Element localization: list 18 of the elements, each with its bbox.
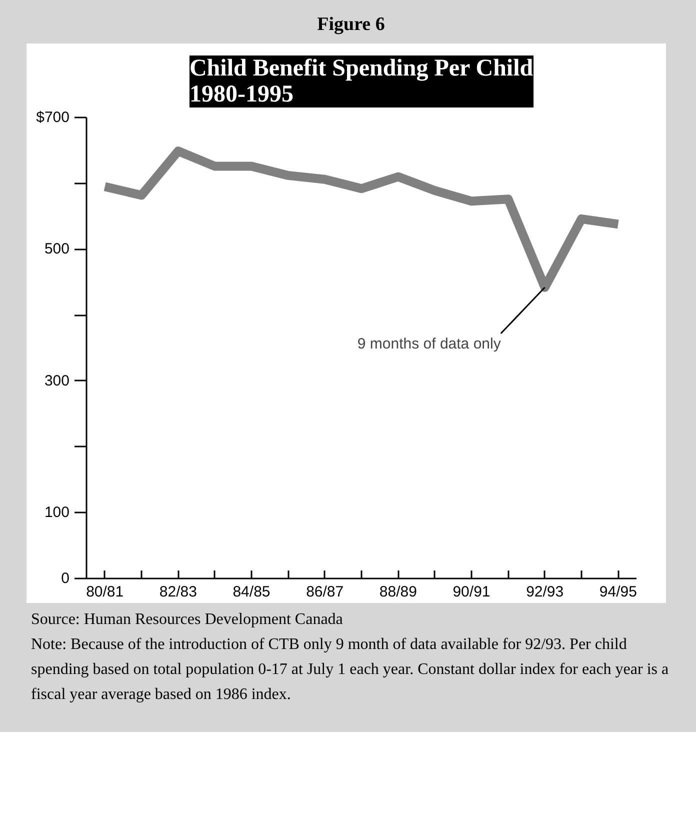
y-tick-label: 300 bbox=[44, 372, 70, 390]
text: Note: Because of the introduction of CTB only 9 month of data available for 92/93. Per child spending based on total population 0-17 at July 1 each year. Constant dollar index for each year is a fiscal year average based on 1986 index. bbox=[31, 636, 669, 703]
x-tick-label: 82/83 bbox=[159, 584, 197, 601]
y-tick-label: 0 bbox=[61, 570, 70, 588]
chart-subtitle: Figure 6 bbox=[317, 13, 385, 37]
x-tick-label: 92/93 bbox=[526, 584, 564, 601]
source-note: Source: Human Resources Development Canada bbox=[31, 611, 343, 628]
x-tick-label: 90/91 bbox=[452, 584, 490, 601]
y-tick-label: $700 bbox=[36, 109, 70, 126]
chart-title: Child Benefit Spending Per Child 1980-1995 bbox=[189, 56, 534, 108]
x-tick-label: 94/95 bbox=[599, 584, 637, 601]
annotation: 9 months of data only bbox=[357, 336, 502, 353]
x-tick-label: 84/85 bbox=[232, 584, 270, 601]
y-tick-label: 500 bbox=[44, 240, 70, 258]
x-tick-label: 80/81 bbox=[86, 584, 124, 601]
y-tick-label: 100 bbox=[44, 504, 70, 522]
x-tick-label: 88/89 bbox=[379, 584, 417, 601]
x-tick-label: 86/87 bbox=[306, 584, 344, 601]
